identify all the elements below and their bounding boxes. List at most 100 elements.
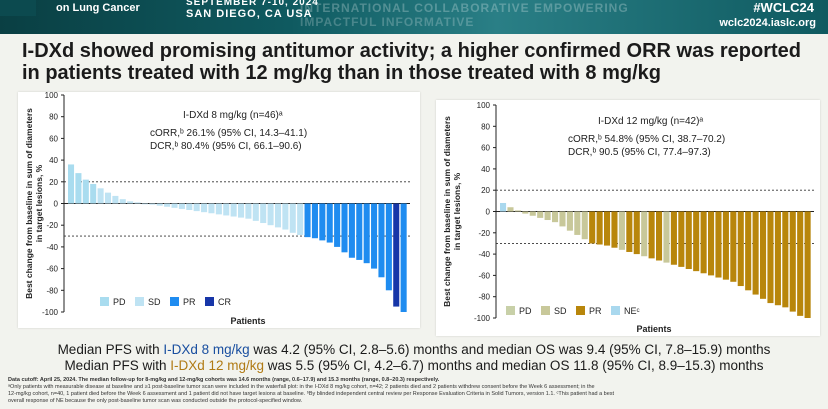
y-tick-label: -60 — [478, 271, 490, 280]
summary-rest: was 4.2 (95% CI, 2.8–5.6) months and med… — [249, 342, 771, 357]
waterfall-bar — [552, 211, 559, 223]
waterfall-bar — [363, 203, 370, 264]
legend-swatch — [170, 297, 179, 306]
waterfall-bar — [156, 203, 163, 206]
legend-label: PR — [183, 297, 196, 307]
x-axis-label: Patients — [230, 316, 265, 326]
waterfall-bar — [678, 211, 685, 267]
footnote-b: 12-mg/kg cohort, n=40, 1 patient died be… — [8, 391, 615, 397]
waterfall-bar — [112, 195, 119, 204]
waterfall-bar — [685, 211, 692, 270]
y-tick-label: 0 — [486, 208, 491, 217]
legend-swatch — [576, 306, 585, 315]
summary-prefix: Median PFS with — [64, 358, 171, 373]
conference-logo — [0, 0, 36, 16]
waterfall-bar — [618, 211, 625, 250]
waterfall-bar — [297, 203, 304, 235]
waterfall-bar — [267, 203, 274, 226]
y-tick-label: -80 — [46, 286, 58, 295]
waterfall-bar — [223, 203, 230, 216]
waterfall-bar — [371, 203, 378, 269]
y-tick-label: 100 — [477, 101, 491, 110]
summary-drug-8mg: I-DXd 8 mg/kg — [163, 342, 250, 357]
waterfall-bar — [715, 211, 722, 278]
waterfall-bar — [238, 203, 245, 218]
y-tick-label: 60 — [481, 144, 490, 153]
waterfall-bar — [626, 211, 633, 252]
waterfall-bar — [193, 203, 200, 212]
waterfall-bar — [245, 203, 252, 219]
waterfall-bar — [319, 203, 326, 241]
legend-label: SD — [148, 297, 161, 307]
waterfall-bar — [730, 211, 737, 282]
waterfall-bar — [737, 211, 744, 287]
y-tick-label: -100 — [474, 314, 491, 323]
waterfall-bar — [201, 203, 208, 213]
legend-label: SD — [554, 306, 567, 316]
hashtag: #WCLC24 — [753, 0, 814, 15]
waterfall-bar — [141, 203, 148, 205]
waterfall-bar — [789, 211, 796, 312]
waterfall-bar — [134, 202, 141, 204]
waterfall-bar — [760, 211, 767, 299]
waterfall-bar — [385, 203, 392, 291]
waterfall-bar — [326, 203, 333, 243]
panel-title: I-DXd 8 mg/kg (n=46)ᵃ — [183, 110, 283, 121]
waterfall-bar — [186, 203, 193, 211]
waterfall-bar — [633, 211, 640, 255]
conference-subtitle: on Lung Cancer — [56, 2, 140, 14]
waterfall-bar — [663, 211, 670, 263]
legend-swatch — [541, 306, 550, 315]
waterfall-bar — [304, 203, 311, 238]
slide-title: I-DXd showed promising antitumor activit… — [22, 40, 801, 84]
waterfall-bar — [282, 203, 289, 230]
waterfall-bar — [752, 211, 759, 295]
waterfall-bar — [252, 203, 259, 221]
y-tick-label: 60 — [49, 134, 58, 143]
waterfall-bar — [782, 211, 789, 308]
legend-swatch — [135, 297, 144, 306]
waterfall-bar — [334, 203, 341, 247]
summary-line-12mg: Median PFS with I-DXd 12 mg/kg was 5.5 (… — [0, 358, 828, 373]
legend-swatch — [506, 306, 515, 315]
waterfall-bar — [68, 164, 75, 204]
waterfall-bar — [514, 210, 521, 212]
waterfall-bar — [97, 188, 104, 204]
waterfall-bar — [559, 211, 566, 227]
waterfall-bar — [348, 203, 355, 258]
waterfall-bar — [500, 202, 507, 212]
waterfall-bar — [400, 203, 407, 312]
banner-text-bottom: IMPACTFUL INFORMATIVE — [300, 15, 475, 29]
legend-swatch — [611, 306, 620, 315]
y-axis-label-line2: in target lesions, % — [34, 164, 44, 242]
conference-dates: SEPTEMBER 7-10, 2024 — [186, 0, 319, 8]
legend-swatch — [100, 297, 109, 306]
footnote-a: ᵃOnly patients with measurable disease a… — [8, 384, 595, 390]
y-tick-label: -100 — [42, 308, 59, 317]
dcr-stat: DCR,ᵇ 90.5 (95% CI, 77.4–97.3) — [568, 147, 711, 158]
waterfall-bar — [507, 207, 514, 212]
conference-url: wclc2024.iaslc.org — [719, 17, 816, 29]
waterfall-bar — [656, 211, 663, 261]
legend-label: NEᶜ — [624, 306, 640, 316]
summary-rest: was 5.5 (95% CI, 4.2–6.7) months and med… — [264, 358, 764, 373]
waterfall-bar — [566, 211, 573, 231]
waterfall-bar — [529, 211, 536, 216]
waterfall-bar — [119, 199, 126, 204]
waterfall-bar — [537, 211, 544, 218]
waterfall-bar — [289, 203, 296, 233]
waterfall-bar — [797, 211, 804, 316]
x-axis-label: Patients — [636, 324, 671, 334]
corr-stat: cORR,ᵇ 26.1% (95% CI, 14.3–41.1) — [150, 128, 307, 139]
y-tick-label: 20 — [481, 186, 490, 195]
waterfall-bar — [208, 203, 215, 214]
waterfall-bar — [596, 211, 603, 245]
waterfall-bar — [745, 211, 752, 291]
dcr-stat: DCR,ᵇ 80.4% (95% CI, 66.1–90.6) — [150, 141, 302, 152]
waterfall-bar — [215, 203, 222, 215]
conference-header: on Lung Cancer SEPTEMBER 7-10, 2024 SAN … — [0, 0, 828, 34]
footnote-data-cutoff: Data cutoff: April 25, 2024. The median … — [8, 377, 440, 383]
waterfall-bar — [171, 203, 178, 208]
y-axis-label-line2: in target lesions, % — [452, 172, 462, 250]
summary-drug-12mg: I-DXd 12 mg/kg — [170, 358, 265, 373]
